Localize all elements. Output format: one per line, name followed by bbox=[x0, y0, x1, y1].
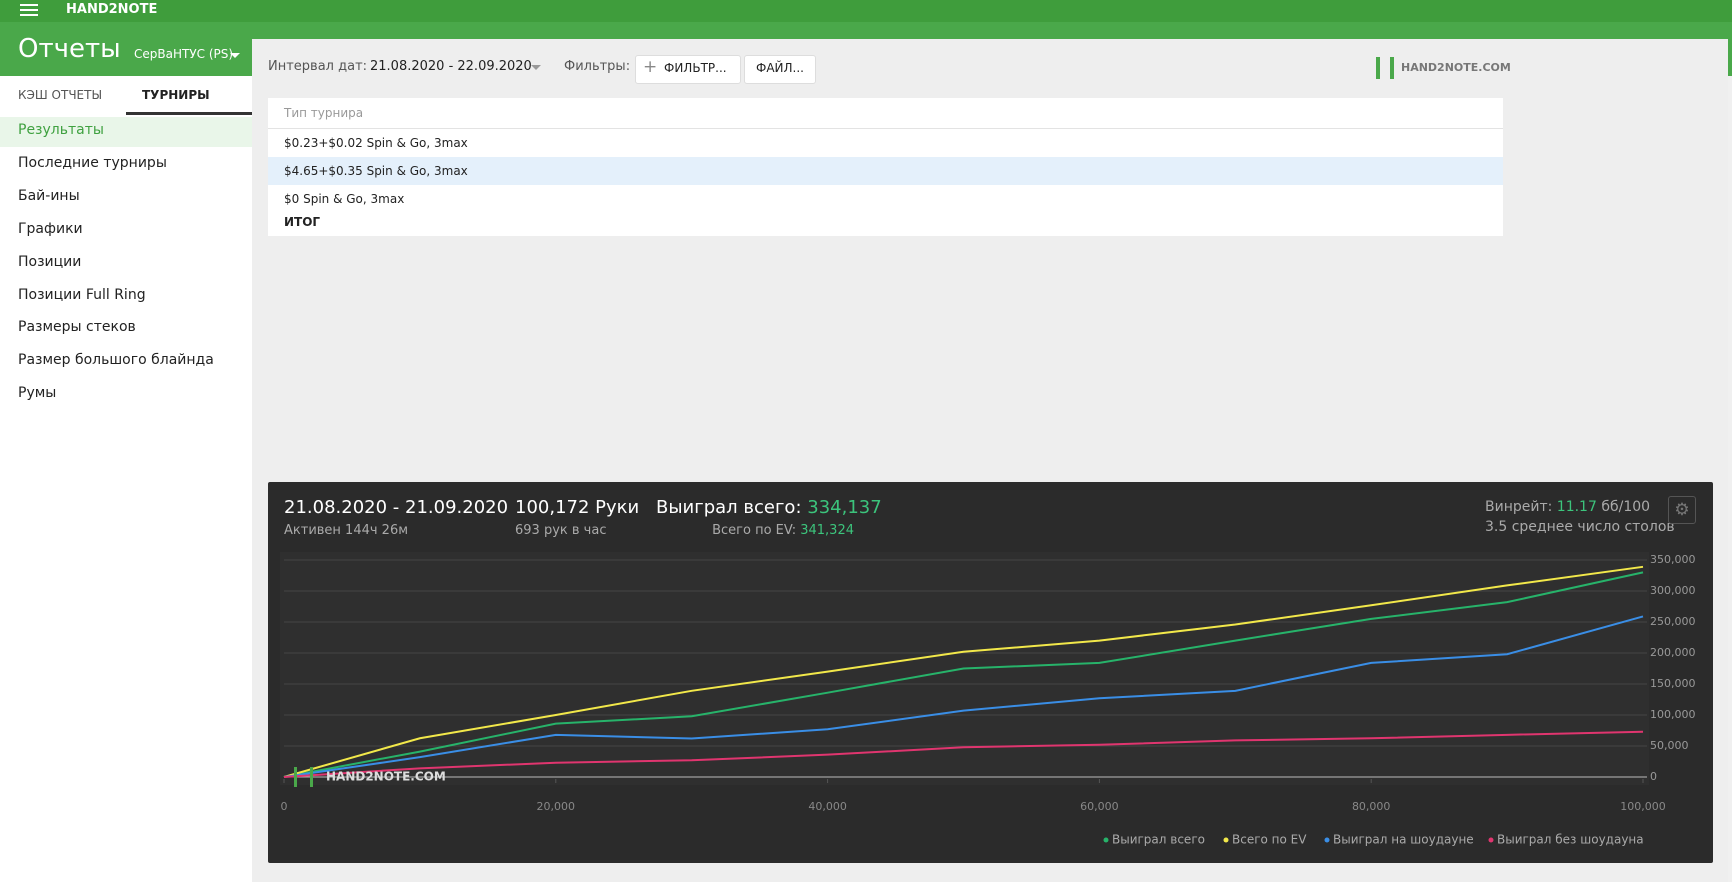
legend-dot bbox=[1488, 837, 1494, 843]
series-line bbox=[283, 615, 1644, 778]
tab[interactable]: КЭШ ОТЧЕТЫ bbox=[18, 88, 103, 102]
hands: 100,172 Руки bbox=[515, 497, 640, 518]
date-arrow bbox=[531, 65, 541, 75]
sidebar-item[interactable]: Позиции Full Ring bbox=[18, 287, 146, 303]
filter-button[interactable] bbox=[635, 55, 741, 84]
header-title: Отчеты bbox=[18, 34, 121, 64]
filters-label: Фильтры: bbox=[564, 59, 631, 74]
app-title: HAND2NOTE bbox=[66, 2, 158, 17]
logo-mark bbox=[1376, 57, 1380, 79]
sidebar-item[interactable]: Размеры стеков bbox=[18, 319, 136, 335]
date-range[interactable]: 21.08.2020 - 22.09.2020 bbox=[370, 59, 532, 74]
series-line bbox=[283, 730, 1644, 778]
row-highlight bbox=[268, 157, 1503, 185]
x-tick-label: 0 bbox=[281, 800, 288, 813]
y-tick-label: 300,000 bbox=[1650, 584, 1696, 597]
account-select[interactable]: СерВаНТУС (PS) bbox=[134, 47, 234, 61]
y-tick-label: 250,000 bbox=[1650, 615, 1696, 628]
logo-text: HAND2NOTE.COM bbox=[1401, 61, 1511, 74]
y-tick-label: 150,000 bbox=[1650, 677, 1696, 690]
y-tick-label: 100,000 bbox=[1650, 708, 1696, 721]
filter-button-text: ФИЛЬТР... bbox=[664, 61, 727, 75]
won-total: Выиграл всего: 334,137 bbox=[656, 497, 882, 518]
table-cell: $0 Spin & Go, 3max bbox=[284, 192, 405, 206]
period: 21.08.2020 - 21.09.2020 bbox=[284, 497, 509, 518]
tab[interactable]: ТУРНИРЫ bbox=[142, 88, 210, 102]
sidebar-item[interactable]: Румы bbox=[18, 385, 57, 401]
series-line bbox=[283, 565, 1644, 778]
winrate-value: 11.17 bbox=[1556, 499, 1597, 515]
x-tick-label: 20,000 bbox=[537, 800, 576, 813]
dropdown-arrow bbox=[230, 53, 240, 63]
avg-tables: 3.5 среднее число столов bbox=[1485, 519, 1675, 535]
header-divider bbox=[268, 128, 1503, 129]
hands-per-hour: 693 рук в час bbox=[515, 523, 607, 538]
legend-dot bbox=[1103, 837, 1109, 843]
legend-label: Выиграл на шоудауне bbox=[1333, 833, 1474, 847]
table-cell: $4.65+$0.35 Spin & Go, 3max bbox=[284, 164, 468, 178]
chart: 0 50,000 100,000 150,000 200,000 250,000 300,0… bbox=[280, 552, 1696, 847]
winrate-unit: бб/100 bbox=[1601, 499, 1651, 515]
file-button-text: ФАЙЛ... bbox=[756, 61, 804, 75]
y-tick-label: 0 bbox=[1650, 770, 1657, 783]
ev-label: Всего по EV: bbox=[712, 523, 797, 538]
sidebar-item[interactable]: Бай-ины bbox=[18, 188, 80, 204]
sidebar-item[interactable]: Графики bbox=[18, 221, 83, 237]
y-tick-label: 350,000 bbox=[1650, 553, 1696, 566]
legend-dot bbox=[1223, 837, 1229, 843]
selected-item-bg bbox=[0, 117, 252, 147]
won-value: 334,137 bbox=[807, 497, 882, 518]
sidebar-item[interactable]: Результаты bbox=[18, 122, 104, 138]
x-tick-label: 80,000 bbox=[1352, 800, 1391, 813]
x-tick-label: 60,000 bbox=[1080, 800, 1119, 813]
watermark-logo bbox=[294, 767, 297, 787]
sidebar-item[interactable]: Размер большого блайнда bbox=[18, 352, 214, 368]
ev-total: Всего по EV: 341,324 bbox=[712, 523, 854, 538]
file-button[interactable] bbox=[744, 55, 816, 84]
x-tick-label: 40,000 bbox=[808, 800, 847, 813]
series-line bbox=[283, 571, 1644, 778]
legend-dot bbox=[1324, 837, 1330, 843]
won-label: Выиграл всего: bbox=[656, 497, 802, 518]
table-cell: Тип турнира bbox=[284, 106, 364, 120]
winrate: Винрейт: 11.17 бб/100 bbox=[1485, 499, 1650, 515]
sidebar bbox=[0, 76, 252, 882]
plus-icon: + bbox=[643, 57, 658, 77]
ev-value: 341,324 bbox=[800, 523, 854, 538]
x-tick-label: 100,000 bbox=[1620, 800, 1666, 813]
sidebar-item[interactable]: Позиции bbox=[18, 254, 82, 270]
watermark: HAND2NOTE.COM bbox=[326, 770, 446, 784]
tab-underline bbox=[126, 112, 252, 115]
winrate-label: Винрейт: bbox=[1485, 499, 1553, 515]
sidebar-item[interactable]: Последние турниры bbox=[18, 155, 167, 171]
watermark-logo bbox=[310, 767, 313, 787]
title-bar bbox=[0, 0, 1732, 22]
legend-label: Выиграл без шоудауна bbox=[1497, 833, 1644, 847]
legend-label: Всего по EV bbox=[1232, 833, 1307, 847]
settings-button[interactable]: ⚙ bbox=[1668, 496, 1696, 524]
active-time: Активен 144ч 26м bbox=[284, 523, 409, 538]
table-cell: ИТОГ bbox=[284, 215, 321, 229]
legend-label: Выиграл всего bbox=[1112, 833, 1205, 847]
date-label: Интервал дат: bbox=[268, 59, 368, 74]
table-cell: $0.23+$0.02 Spin & Go, 3max bbox=[284, 136, 468, 150]
y-tick-label: 50,000 bbox=[1650, 739, 1689, 752]
y-tick-label: 200,000 bbox=[1650, 646, 1696, 659]
menu-icon[interactable] bbox=[20, 4, 38, 6]
